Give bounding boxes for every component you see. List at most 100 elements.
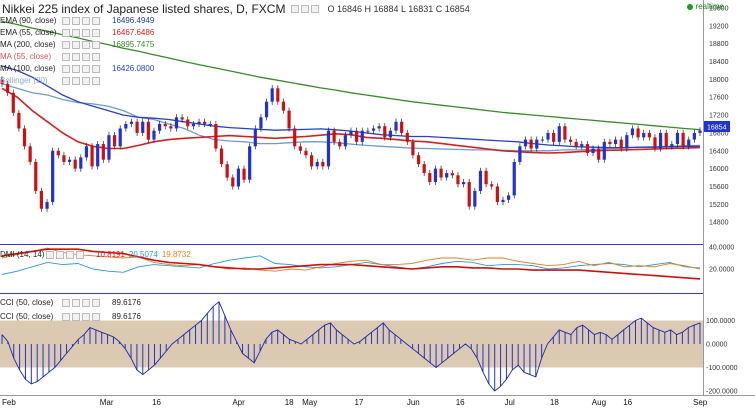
legend-label: MA (200, close) [0,40,56,49]
candle-body [484,170,488,185]
visibility-icon[interactable] [72,76,80,85]
visibility-icon[interactable] [72,28,80,37]
close-icon[interactable] [92,64,100,73]
legend-bollinger[interactable]: Bollinger (20) [0,74,112,87]
x-tick-label: May [302,398,317,407]
close-icon[interactable] [92,312,100,321]
last-price-label: 16854 [707,125,727,132]
gear-icon[interactable] [66,250,74,259]
candle-body [79,157,83,169]
gear-icon[interactable] [82,28,90,37]
y-axis-line [703,0,704,395]
legend-cci-1[interactable]: CCI (50, close) 89.6176 [0,296,141,309]
gear-icon[interactable] [82,16,90,25]
y-axis-main: 19600 19200 18800 18400 18000 17600 17200 16800… [709,6,729,227]
legend-cci-2[interactable]: CCI (50, close) 89.6176 [0,310,141,323]
x-tick-label: Mar [100,398,114,407]
legend-value: 16426.0800 [112,64,155,73]
candle-body [242,168,246,180]
settings-icon[interactable] [62,40,70,49]
settings-icon[interactable] [291,5,300,13]
candle-body [422,164,426,174]
visibility-icon[interactable] [72,64,80,73]
gear-icon[interactable] [82,52,90,61]
close-icon[interactable] [92,298,100,307]
legend-label: EMA (90, close) [0,16,57,25]
legend-ma-100[interactable]: MA (100, close) 16426.0800 [0,62,154,75]
visibility-icon[interactable] [301,5,310,13]
settings-icon[interactable] [46,250,54,259]
settings-icon[interactable] [62,52,70,61]
dmi-value-minus: 19.8732 [161,250,191,259]
visibility-icon[interactable] [72,40,80,49]
y-tick-label: 0.0000 [706,342,728,349]
candle-body [180,117,184,120]
settings-icon[interactable] [62,298,70,307]
candle-body [692,132,696,140]
visibility-icon[interactable] [72,52,80,61]
candle-body [568,139,573,142]
candle-body [495,186,499,203]
gear-icon[interactable] [82,298,90,307]
settings-icon[interactable] [62,28,70,37]
candle-body [439,168,443,178]
candle-body [602,141,606,160]
candle-body [298,146,302,151]
candle-body [56,150,60,156]
candle-body [557,126,561,142]
candle-body [107,135,111,160]
candle-body [304,150,308,156]
candle-body [647,132,651,138]
visibility-icon[interactable] [72,16,80,25]
candle-body [613,139,618,145]
y-tick-label: 19200 [709,23,729,30]
candle-body [129,121,134,124]
legend-ema-90[interactable]: EMA (90, close) 16496.4949 [0,14,154,27]
close-icon[interactable] [92,52,100,61]
legend-ma-200[interactable]: MA (200, close) 16895.7475 [0,38,154,51]
y-tick-label: -100.0000 [706,365,738,372]
candle-body [332,130,336,142]
gear-icon[interactable] [82,64,90,73]
gear-icon[interactable] [82,312,90,321]
visibility-icon[interactable] [72,312,80,321]
y-tick-label: 18400 [709,59,729,66]
candle-body [681,132,685,147]
candle-body [343,135,347,147]
settings-icon[interactable] [62,16,70,25]
legend-dmi[interactable]: DMI (14, 14) 10.8191 20.5074 19.8732 [0,248,191,261]
legend-label: CCI (50, close) [0,298,54,307]
legend-label: CCI (50, close) [0,312,54,321]
settings-icon[interactable] [62,64,70,73]
close-icon[interactable] [92,16,100,25]
candle-body [197,121,201,124]
legend-ema-55[interactable]: EMA (55, close) 16467.6486 [0,26,154,39]
candle-body [248,146,252,180]
settings-icon[interactable] [62,312,70,321]
y-tick-label: 100.0000 [706,318,735,325]
candle-body [96,144,100,167]
close-icon[interactable] [92,76,100,85]
settings-icon[interactable] [62,76,70,85]
candle-body [11,92,15,113]
candle-body [293,128,297,147]
x-tick-label: Aug [592,398,606,407]
y-tick-label: 19600 [709,6,729,13]
candle-body [461,182,466,185]
visibility-icon[interactable] [72,298,80,307]
gear-icon[interactable] [82,40,90,49]
close-icon[interactable] [92,28,100,37]
gear-icon[interactable] [82,76,90,85]
visibility-icon[interactable] [56,250,64,259]
cci-histogram [1,300,701,392]
candle-body [214,124,218,149]
candle-body [287,110,291,129]
close-icon[interactable] [311,5,320,13]
candle-body [366,130,370,132]
candle-body [309,155,314,167]
close-icon[interactable] [92,40,100,49]
close-icon[interactable] [76,250,84,259]
legend-ma-55[interactable]: MA (55, close) [0,50,112,63]
candle-body [90,146,94,167]
x-axis-line [0,395,755,396]
